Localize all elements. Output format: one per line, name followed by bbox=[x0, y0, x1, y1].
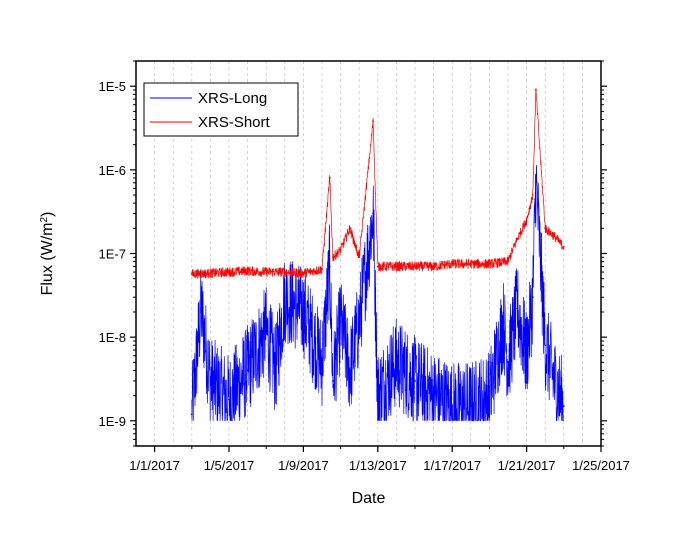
data-point bbox=[544, 344, 547, 347]
data-point bbox=[376, 265, 379, 268]
data-point bbox=[302, 272, 305, 275]
data-point bbox=[516, 307, 519, 310]
x-tick-label: 1/21/2017 bbox=[498, 458, 556, 473]
data-point bbox=[246, 270, 249, 272]
data-point bbox=[516, 237, 519, 240]
data-point bbox=[553, 380, 556, 382]
data-point bbox=[469, 263, 472, 265]
data-point bbox=[228, 271, 230, 273]
data-point bbox=[358, 321, 361, 324]
legend-label-xrs-short: XRS-Short bbox=[198, 114, 271, 131]
data-point bbox=[469, 405, 472, 407]
data-point bbox=[488, 394, 491, 397]
x-tick-label: 1/9/2017 bbox=[278, 458, 329, 473]
y-tick-label: 1E-5 bbox=[99, 79, 126, 94]
x-axis-title: Date bbox=[352, 490, 386, 507]
data-point bbox=[525, 354, 528, 357]
y-axis-title: Flux (W/m2) bbox=[39, 212, 57, 296]
y-tick-label: 1E-9 bbox=[99, 414, 126, 429]
series-line-xrs-short bbox=[191, 88, 565, 279]
x-tick-label: 1/17/2017 bbox=[423, 458, 481, 473]
y-tick-label: 1E-7 bbox=[99, 247, 126, 262]
data-point bbox=[531, 194, 534, 196]
legend: XRS-Long XRS-Short bbox=[143, 82, 299, 137]
data-point bbox=[246, 369, 249, 372]
data-point bbox=[339, 249, 342, 251]
data-point bbox=[349, 369, 351, 372]
data-point bbox=[358, 256, 361, 259]
data-point bbox=[507, 260, 509, 263]
data-point bbox=[562, 246, 565, 248]
data-series bbox=[190, 88, 565, 422]
axes: 1/1/2017 1/5/2017 1/9/2017 1/13/2017 1/17/20… bbox=[99, 60, 630, 473]
data-point bbox=[414, 380, 416, 382]
data-point bbox=[376, 394, 379, 397]
y-tick-label: 1E-6 bbox=[99, 163, 126, 178]
data-point bbox=[321, 268, 323, 271]
data-point bbox=[228, 398, 230, 401]
legend-box bbox=[143, 82, 299, 137]
data-point bbox=[432, 265, 435, 268]
data-point bbox=[321, 361, 323, 364]
data-point bbox=[283, 296, 286, 299]
series-line-xrs-long bbox=[191, 165, 564, 422]
data-point bbox=[190, 413, 193, 416]
data-point bbox=[328, 177, 331, 179]
data-point bbox=[209, 272, 212, 275]
data-point bbox=[302, 311, 305, 313]
legend-label-xrs-long: XRS-Long bbox=[198, 90, 267, 107]
data-point bbox=[535, 177, 537, 179]
data-point bbox=[507, 361, 509, 364]
data-point bbox=[265, 329, 268, 332]
data-point bbox=[432, 394, 435, 397]
y-tick-label: 1E-8 bbox=[99, 330, 126, 345]
data-point bbox=[283, 271, 286, 273]
data-point bbox=[372, 212, 374, 215]
data-point bbox=[553, 235, 556, 238]
data-point bbox=[488, 263, 491, 265]
y-axis-title-main: Flux (W/m bbox=[39, 223, 56, 296]
data-point bbox=[395, 265, 398, 268]
data-point bbox=[414, 265, 416, 268]
data-point bbox=[265, 271, 268, 273]
data-point bbox=[332, 380, 334, 382]
x-tick-label: 1/1/2017 bbox=[129, 458, 180, 473]
data-point bbox=[332, 256, 334, 259]
data-point bbox=[502, 321, 505, 324]
data-point bbox=[339, 321, 342, 324]
data-point bbox=[190, 273, 193, 275]
x-tick-label: 1/5/2017 bbox=[204, 458, 255, 473]
data-point bbox=[531, 296, 534, 299]
y-axis-title-end: ) bbox=[39, 212, 56, 217]
data-point bbox=[525, 219, 528, 222]
x-tick-label: 1/25/2017 bbox=[572, 458, 630, 473]
data-point bbox=[395, 361, 398, 364]
data-point bbox=[544, 227, 547, 230]
data-point bbox=[200, 307, 203, 310]
data-point bbox=[451, 405, 454, 407]
y-axis-title-sup: 2 bbox=[39, 217, 50, 223]
data-point bbox=[451, 263, 454, 265]
data-point bbox=[209, 380, 212, 382]
x-tick-label: 1/13/2017 bbox=[349, 458, 407, 473]
data-point bbox=[372, 120, 374, 123]
data-point bbox=[349, 227, 351, 230]
data-point bbox=[274, 369, 277, 372]
data-point bbox=[535, 89, 537, 91]
data-point bbox=[328, 265, 331, 268]
data-point bbox=[562, 405, 565, 407]
